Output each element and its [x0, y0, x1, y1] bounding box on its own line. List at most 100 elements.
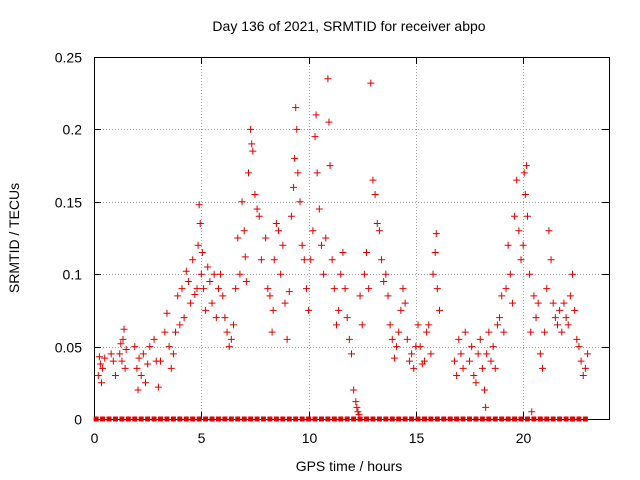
y-tick-label: 0.15 [55, 195, 82, 211]
zero-value-square [505, 416, 511, 422]
data-point-plus [221, 314, 229, 322]
zero-value-square [338, 416, 344, 422]
data-point-plus [134, 386, 142, 394]
data-point-plus [363, 248, 371, 256]
data-point-plus [269, 306, 277, 314]
data-point-plus [476, 335, 484, 343]
data-point-plus [249, 147, 257, 155]
data-point-plus [133, 364, 141, 372]
data-point-plus [169, 350, 177, 358]
data-point-plus [577, 357, 585, 365]
data-point-plus [575, 343, 583, 351]
data-point-plus [270, 256, 278, 264]
data-point-plus [247, 125, 255, 133]
zero-value-square [241, 416, 247, 422]
data-point-plus [223, 328, 231, 336]
data-point-plus [236, 270, 244, 278]
data-point-plus [204, 263, 212, 271]
y-tick-label: 0 [74, 412, 82, 428]
data-point-plus [196, 220, 204, 228]
zero-value-square [299, 416, 305, 422]
data-point-plus [277, 270, 285, 278]
data-point-plus [371, 191, 379, 199]
data-point-plus [139, 350, 147, 358]
zero-value-square [479, 416, 485, 422]
data-point-plus [562, 314, 570, 322]
data-point-plus [266, 292, 274, 300]
data-point-plus [353, 403, 361, 411]
data-point-plus [262, 234, 270, 242]
data-point-plus [193, 285, 201, 293]
zero-value-square [357, 416, 363, 422]
zero-value-square [415, 416, 421, 422]
data-point-plus [189, 256, 197, 264]
data-point-plus [268, 328, 276, 336]
zero-value-square [228, 416, 234, 422]
zero-value-square [267, 416, 273, 422]
data-point-plus [354, 408, 362, 416]
data-point-plus [380, 277, 388, 285]
zero-value-square [441, 416, 447, 422]
data-point-plus [225, 343, 233, 351]
data-point-plus [135, 354, 143, 362]
data-point-plus [435, 306, 443, 314]
zero-value-square [557, 416, 563, 422]
zero-value-square [177, 416, 183, 422]
zero-value-square [158, 416, 164, 422]
data-point-plus [142, 379, 149, 387]
data-point-plus [96, 360, 104, 368]
data-point-plus [395, 328, 403, 336]
zero-value-square [151, 416, 157, 422]
zero-value-square [164, 416, 170, 422]
data-point-plus [154, 383, 162, 391]
data-point-plus [388, 335, 396, 343]
data-point-plus [95, 353, 103, 361]
zero-value-square [215, 416, 221, 422]
data-point-plus [386, 321, 394, 329]
data-point-plus [365, 285, 373, 293]
data-point-plus [119, 335, 127, 343]
zero-value-square [286, 416, 292, 422]
data-point-plus [378, 256, 386, 264]
zero-value-square [518, 416, 524, 422]
zero-value-square [222, 416, 228, 422]
data-point-plus [423, 328, 431, 336]
data-point-plus [408, 350, 416, 358]
zero-value-square [434, 416, 440, 422]
data-point-plus [298, 241, 306, 249]
data-point-plus [332, 321, 340, 329]
data-point-plus [397, 306, 405, 314]
data-point-plus [116, 350, 124, 358]
data-point-plus [241, 253, 249, 261]
data-point-plus [322, 234, 330, 242]
data-point-plus [543, 285, 551, 293]
data-point-plus [348, 350, 355, 358]
data-point-plus [511, 212, 519, 220]
data-point-plus [305, 306, 313, 314]
data-point-plus [584, 350, 592, 358]
zero-value-square [170, 416, 176, 422]
zero-value-square [473, 416, 479, 422]
x-tick-labels: 0 5 10 15 20 [91, 430, 532, 446]
zero-value-square [389, 416, 395, 422]
data-point-plus [560, 299, 568, 307]
data-point-plus [513, 176, 521, 184]
zero-value-square [100, 416, 106, 422]
data-point-plus [255, 212, 263, 220]
zero-value-square [524, 416, 530, 422]
data-point-plus [508, 299, 516, 307]
zero-value-square [512, 416, 518, 422]
chart-title: Day 136 of 2021, SRMTID for receiver abp… [212, 18, 485, 34]
zero-value-square [106, 416, 112, 422]
data-point-plus [520, 169, 528, 177]
data-point-plus [498, 292, 506, 300]
data-point-plus [399, 285, 407, 293]
data-point-plus [315, 205, 323, 213]
zero-value-square [261, 416, 267, 422]
data-point-plus [502, 285, 510, 293]
data-point-plus [504, 241, 512, 249]
data-point-plus [405, 357, 413, 365]
grid-lines [94, 57, 609, 419]
data-point-plus [257, 256, 265, 264]
